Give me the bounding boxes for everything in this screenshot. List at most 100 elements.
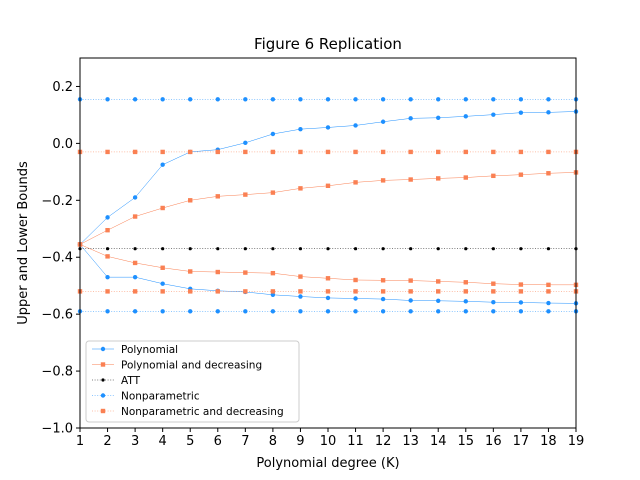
x-tick-label: 17: [513, 434, 530, 449]
data-point: [436, 97, 441, 102]
data-point: [188, 247, 192, 251]
x-tick-label: 6: [214, 434, 222, 449]
x-tick-label: 4: [159, 434, 167, 449]
data-point: [161, 247, 165, 251]
x-tick-label: 3: [131, 434, 139, 449]
legend: Polynomial Polynomial and decreasing ATT No…: [85, 340, 300, 423]
data-point: [132, 289, 138, 294]
data-point: [132, 214, 138, 219]
data-point: [188, 289, 193, 294]
data-point: [463, 299, 468, 304]
x-tick-label: 10: [320, 434, 337, 449]
data-point: [381, 247, 385, 251]
data-point: [409, 247, 413, 251]
data-point: [270, 292, 276, 297]
data-point: [408, 149, 413, 155]
data-point: [270, 309, 276, 314]
plot-area: [77, 57, 579, 429]
data-point: [518, 300, 524, 305]
data-point: [243, 192, 248, 197]
data-point: [160, 281, 165, 286]
data-point: [353, 296, 358, 301]
data-point: [408, 309, 413, 314]
data-point: [188, 269, 193, 274]
data-point: [546, 247, 551, 251]
data-point: [380, 97, 386, 102]
legend-marker: [100, 393, 106, 398]
data-point: [215, 289, 220, 294]
data-point: [463, 289, 468, 294]
data-point: [353, 123, 358, 128]
data-point: [464, 247, 468, 251]
data-point: [325, 125, 331, 130]
data-point: [546, 282, 551, 288]
legend-entry: Nonparametric and decreasing: [92, 406, 284, 418]
data-point: [132, 260, 138, 266]
data-point: [380, 149, 386, 155]
y-tick-label: −0.6: [41, 308, 73, 323]
data-point: [325, 97, 331, 102]
data-point: [215, 97, 220, 102]
data-point: [518, 97, 524, 102]
legend-label: Polynomial: [121, 344, 178, 356]
data-point: [160, 162, 165, 167]
data-point: [243, 309, 248, 314]
data-point: [546, 289, 551, 294]
legend-entry: Polynomial and decreasing: [92, 359, 262, 371]
data-point: [491, 247, 495, 251]
legend-label: ATT: [121, 375, 141, 387]
data-point: [491, 97, 496, 102]
data-point: [325, 183, 331, 188]
legend-label: Nonparametric and decreasing: [121, 406, 284, 418]
data-point: [518, 282, 524, 287]
data-point: [519, 247, 523, 251]
legend-label: Nonparametric: [121, 390, 200, 402]
data-point: [132, 149, 138, 155]
data-point: [353, 289, 358, 294]
data-point: [546, 97, 551, 102]
data-point: [518, 172, 524, 177]
data-point: [132, 97, 138, 102]
data-point: [188, 198, 193, 203]
data-point: [105, 149, 110, 155]
data-point: [353, 277, 358, 283]
legend-label: Polynomial and decreasing: [121, 359, 262, 371]
data-point: [243, 97, 248, 102]
data-point: [133, 247, 137, 251]
data-point: [298, 97, 303, 102]
x-tick-label: 13: [402, 434, 419, 449]
data-point: [353, 309, 358, 314]
data-point: [353, 180, 358, 185]
x-tick-label: 16: [485, 434, 502, 449]
x-tick-label: 18: [540, 434, 557, 449]
data-point: [380, 278, 386, 283]
data-point: [270, 289, 276, 294]
data-point: [215, 149, 220, 155]
data-point: [298, 126, 303, 132]
x-tick-label: 5: [186, 434, 194, 449]
data-point: [491, 309, 496, 314]
x-axis: 1 2 3 4 5 6 7 8 9 10 11 12 13 14 15 16 17 18 19: [76, 428, 584, 449]
data-point: [408, 177, 413, 182]
data-point: [132, 274, 138, 280]
data-point: [298, 309, 303, 314]
data-point: [188, 149, 193, 155]
legend-entry: Polynomial: [92, 344, 178, 356]
data-point: [380, 296, 386, 302]
data-point: [518, 149, 524, 155]
data-point: [270, 190, 276, 195]
data-point: [325, 309, 331, 314]
data-point: [270, 149, 276, 155]
data-point: [436, 279, 441, 284]
data-point: [546, 110, 551, 115]
x-tick-label: 9: [296, 434, 304, 449]
x-tick-label: 8: [269, 434, 277, 449]
data-point: [491, 300, 496, 305]
data-point: [436, 149, 441, 155]
legend-marker: [100, 408, 106, 414]
x-tick-label: 12: [375, 434, 392, 449]
data-point: [491, 281, 496, 286]
data-point: [408, 278, 413, 283]
data-point: [215, 309, 220, 314]
